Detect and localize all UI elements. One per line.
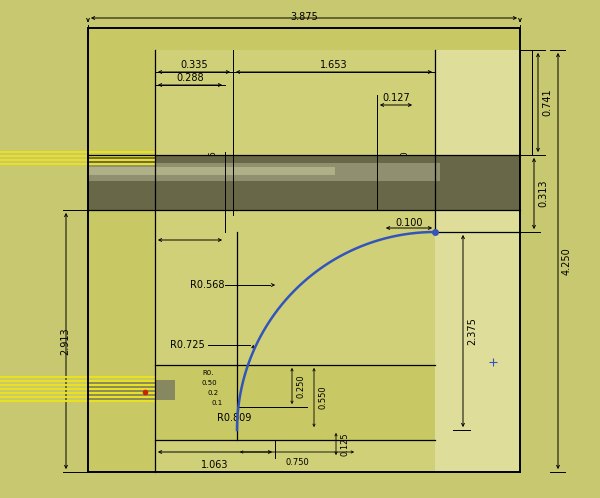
- Text: 0.1: 0.1: [212, 400, 223, 406]
- Text: 0.50: 0.50: [202, 380, 218, 386]
- Text: 0.550: 0.550: [318, 385, 327, 409]
- Bar: [0, 0, 88, 498]
- Bar: [155, 365, 435, 440]
- Text: 0.218: 0.218: [432, 171, 441, 194]
- Text: R0.725: R0.725: [170, 340, 205, 350]
- Text: 0.046: 0.046: [208, 150, 217, 174]
- Bar: [435, 50, 520, 472]
- Bar: [88, 167, 335, 175]
- Text: 0.335: 0.335: [180, 60, 208, 70]
- Text: 0.127: 0.127: [382, 93, 410, 103]
- Text: 1.063: 1.063: [201, 460, 229, 470]
- Text: 0.2: 0.2: [207, 390, 218, 396]
- Bar: [155, 50, 435, 472]
- Text: 0.741: 0.741: [542, 89, 552, 117]
- Text: 0.250: 0.250: [296, 374, 305, 398]
- Text: 4.250: 4.250: [562, 247, 572, 275]
- Text: R0.809: R0.809: [217, 413, 251, 423]
- Bar: [0, 472, 600, 498]
- Bar: [88, 163, 440, 181]
- Bar: [520, 0, 600, 498]
- Text: R0.568: R0.568: [190, 280, 224, 290]
- Text: 2.375: 2.375: [467, 317, 477, 345]
- Text: 0.313: 0.313: [538, 180, 548, 207]
- Bar: [88, 28, 520, 472]
- Text: 1.653: 1.653: [320, 60, 348, 70]
- Bar: [88, 155, 520, 210]
- Text: 0.075: 0.075: [241, 171, 250, 194]
- Bar: [0, 0, 600, 28]
- Bar: [88, 380, 175, 400]
- Text: 3.875: 3.875: [290, 12, 318, 22]
- Bar: [435, 232, 520, 472]
- Text: 0.150: 0.150: [400, 150, 409, 174]
- Text: 0.750: 0.750: [285, 458, 309, 467]
- Text: 0.100: 0.100: [395, 218, 423, 228]
- Text: 0.125: 0.125: [340, 432, 349, 456]
- Text: 0.288: 0.288: [176, 73, 204, 83]
- Text: R0.: R0.: [202, 370, 214, 376]
- Text: 2.913: 2.913: [60, 327, 70, 355]
